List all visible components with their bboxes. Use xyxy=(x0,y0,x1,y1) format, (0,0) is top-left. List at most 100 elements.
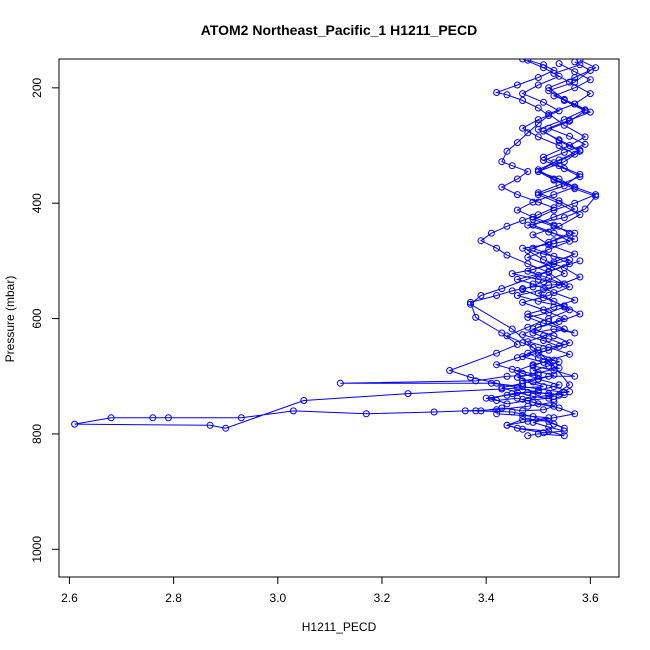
data-point xyxy=(550,175,558,183)
data-point xyxy=(519,407,527,415)
data-point xyxy=(519,377,527,385)
data-point xyxy=(498,385,506,393)
plot-frame xyxy=(58,58,620,578)
data-point xyxy=(545,423,553,431)
y-tick-label: 600 xyxy=(30,308,44,328)
data-point xyxy=(534,104,542,112)
data-point xyxy=(493,292,501,299)
data-point xyxy=(503,400,511,408)
data-point xyxy=(149,414,157,422)
data-point xyxy=(529,325,537,333)
data-point xyxy=(524,168,532,175)
data-point xyxy=(540,64,547,72)
data-point xyxy=(534,81,542,89)
data-point xyxy=(487,229,495,237)
data-point xyxy=(529,231,537,239)
data-point xyxy=(555,181,563,189)
data-point xyxy=(545,414,553,422)
data-point xyxy=(508,270,516,278)
data-point xyxy=(472,313,480,321)
series-line xyxy=(74,59,597,429)
data-point xyxy=(550,414,558,422)
data-point xyxy=(477,407,485,415)
data-point xyxy=(560,325,568,333)
data-point xyxy=(71,420,79,428)
data-point xyxy=(513,191,521,199)
data-point xyxy=(576,146,584,154)
data-point xyxy=(550,371,558,379)
data-point xyxy=(550,191,558,199)
data-point xyxy=(545,112,553,119)
data-point xyxy=(508,162,516,170)
data-point xyxy=(560,214,568,222)
data-point xyxy=(576,273,584,281)
data-point xyxy=(581,205,589,213)
data-point xyxy=(571,410,579,418)
data-point xyxy=(545,238,553,246)
data-point xyxy=(550,398,558,406)
data-point xyxy=(545,124,553,132)
data-point xyxy=(534,74,542,81)
data-point xyxy=(534,430,542,438)
data-point xyxy=(555,318,563,325)
data-point xyxy=(534,387,542,395)
x-tick-label: 2.8 xyxy=(165,591,182,605)
data-point xyxy=(555,197,563,205)
data-point xyxy=(493,406,501,414)
data-point xyxy=(560,95,568,103)
data-point xyxy=(503,372,511,380)
data-point xyxy=(107,414,115,422)
y-tick-label: 800 xyxy=(30,424,44,444)
data-point xyxy=(555,72,563,80)
data-point xyxy=(300,397,308,404)
data-point xyxy=(404,390,412,398)
data-point xyxy=(550,383,558,391)
data-point xyxy=(545,245,553,253)
data-point xyxy=(529,362,537,370)
data-point xyxy=(550,159,558,167)
data-point xyxy=(467,373,474,381)
data-point xyxy=(493,361,501,369)
data-point xyxy=(555,404,563,412)
data-point xyxy=(529,392,537,400)
data-point xyxy=(566,350,573,358)
data-point xyxy=(555,342,563,350)
data-point xyxy=(513,354,521,362)
data-point xyxy=(508,390,516,398)
data-point xyxy=(524,338,532,346)
data-point xyxy=(524,397,532,404)
data-point xyxy=(498,158,506,166)
data-point xyxy=(571,84,579,92)
data-point xyxy=(540,406,547,414)
data-point xyxy=(493,379,501,387)
data-point xyxy=(529,221,537,229)
data-point xyxy=(566,283,573,291)
x-tick-label: 3.2 xyxy=(374,591,391,605)
data-point xyxy=(446,367,454,374)
data-point xyxy=(289,407,297,415)
data-point xyxy=(550,289,558,297)
data-point xyxy=(503,147,511,155)
data-point xyxy=(534,189,542,197)
data-point xyxy=(498,329,506,337)
data-point xyxy=(513,206,521,214)
data-point xyxy=(571,229,579,237)
data-point xyxy=(513,424,521,432)
data-point xyxy=(534,120,542,128)
data-point xyxy=(545,372,553,380)
data-point xyxy=(571,150,579,158)
data-point xyxy=(534,168,542,175)
data-point xyxy=(519,425,527,433)
data-point xyxy=(576,310,584,318)
data-point xyxy=(529,343,537,351)
y-tick-label: 200 xyxy=(30,78,44,98)
data-point xyxy=(545,84,553,92)
data-point xyxy=(545,281,553,289)
data-point xyxy=(545,346,553,354)
data-point xyxy=(529,418,537,426)
data-point xyxy=(550,229,558,237)
data-point xyxy=(555,199,563,207)
data-point xyxy=(472,377,480,385)
chart-title: ATOM2 Northeast_Pacific_1 H1211_PECD xyxy=(201,22,478,38)
